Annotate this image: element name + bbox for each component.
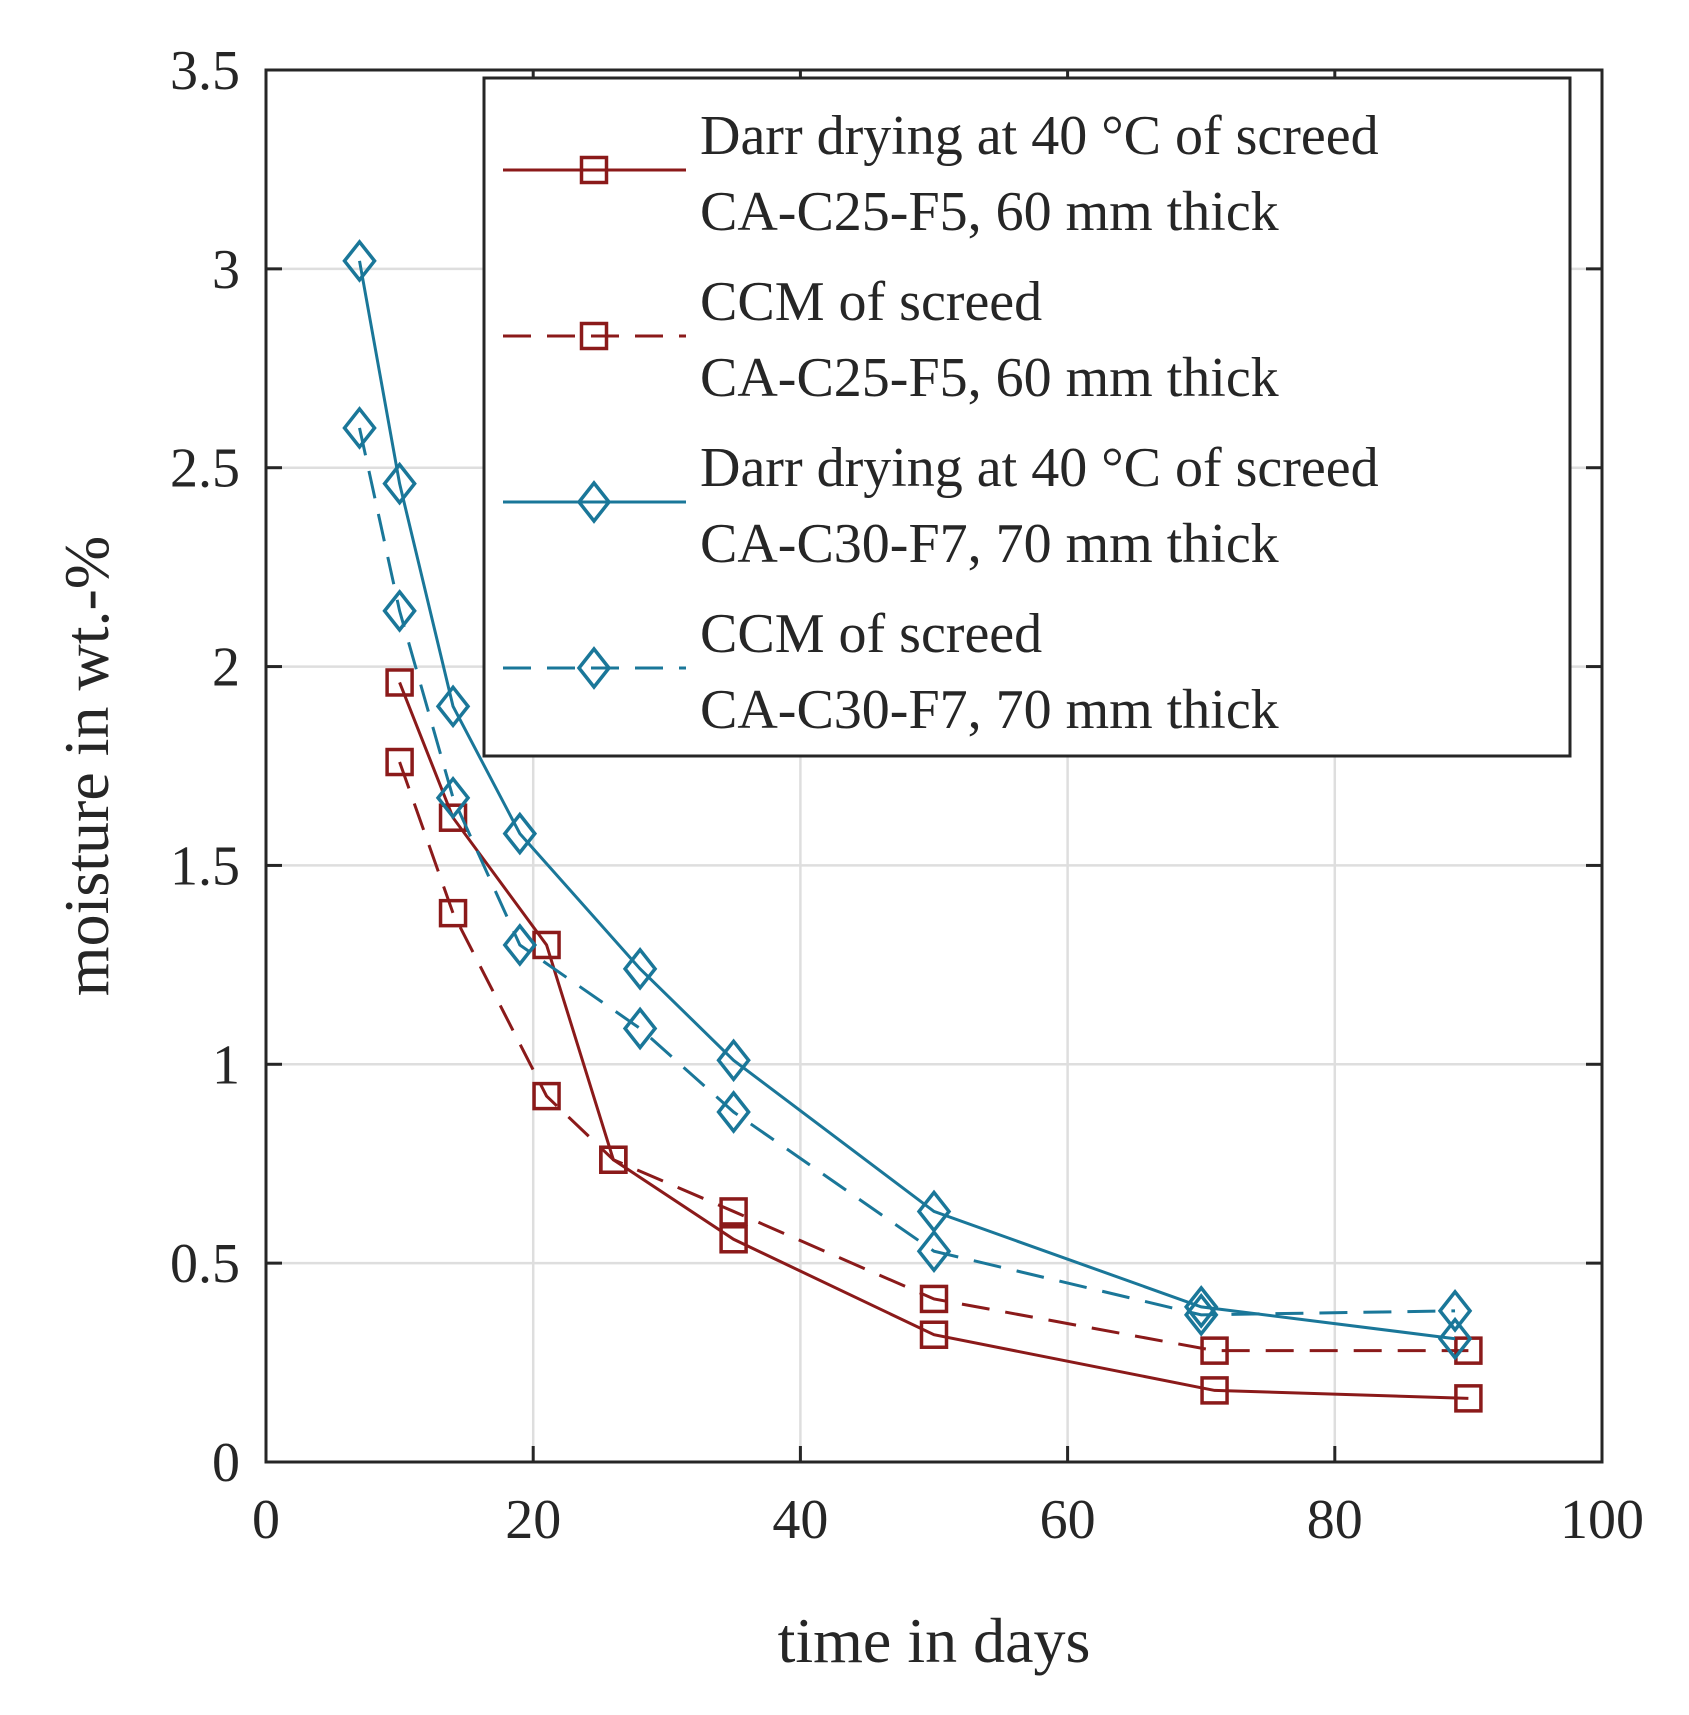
legend-label: CA-C25-F5, 60 mm thick bbox=[700, 347, 1279, 409]
data-point bbox=[502, 923, 538, 967]
x-tick-label: 0 bbox=[252, 1489, 280, 1551]
plot-series bbox=[342, 239, 1483, 1413]
legend-swatch-marker bbox=[579, 321, 609, 351]
x-tick-label: 40 bbox=[772, 1489, 828, 1551]
tick-labels: 0 20 40 60 80 100 0 0.5 1 1.5 2 2.5 3 3.5 bbox=[170, 40, 1644, 1551]
data-point bbox=[919, 1284, 949, 1314]
y-axis-title: moisture in wt.-% bbox=[51, 536, 122, 996]
x-tick-label: 20 bbox=[505, 1489, 561, 1551]
data-point bbox=[385, 747, 414, 777]
legend-label: Darr drying at 40 °C of screed bbox=[700, 437, 1379, 499]
data-point bbox=[1437, 1316, 1473, 1361]
legend-entry: CCM of screed CA-C30-F7, 70 mm thick bbox=[503, 603, 1279, 741]
series-line bbox=[358, 260, 1456, 1341]
series-line bbox=[398, 761, 1469, 1353]
plot-frame bbox=[264, 68, 1604, 1464]
legend-label: CCM of screed bbox=[700, 603, 1042, 665]
y-tick-label: 2 bbox=[212, 637, 240, 699]
data-point bbox=[916, 1229, 952, 1274]
y-tick-label: 3 bbox=[212, 239, 240, 301]
data-point bbox=[599, 1145, 628, 1174]
data-point bbox=[438, 898, 468, 928]
y-tick-label: 0 bbox=[212, 1432, 240, 1494]
legend-entry: CCM of screed CA-C25-F5, 60 mm thick bbox=[503, 271, 1279, 409]
data-point bbox=[1454, 1384, 1483, 1413]
x-tick-label: 100 bbox=[1560, 1489, 1644, 1551]
x-tick-label: 80 bbox=[1307, 1489, 1363, 1551]
data-point bbox=[1183, 1285, 1219, 1329]
data-point bbox=[716, 1038, 751, 1083]
legend: Darr drying at 40 °C of screed CA-C25-F5,… bbox=[482, 76, 1572, 758]
series-2 bbox=[385, 747, 1483, 1365]
y-tick-label: 1 bbox=[212, 1034, 240, 1096]
data-point bbox=[342, 406, 377, 450]
data-point bbox=[622, 947, 658, 991]
data-point bbox=[382, 589, 417, 633]
series-4 bbox=[342, 406, 1473, 1337]
legend-swatch-marker bbox=[579, 155, 609, 185]
x-axis-title: time in days bbox=[778, 1605, 1091, 1676]
legend-entry: Darr drying at 40 °C of screed CA-C25-F5,… bbox=[503, 105, 1379, 243]
data-point bbox=[385, 668, 414, 697]
series-line bbox=[398, 681, 1469, 1400]
data-point bbox=[1183, 1293, 1219, 1337]
data-point bbox=[532, 1081, 561, 1111]
legend-label: CCM of screed bbox=[700, 271, 1042, 333]
data-point bbox=[622, 1006, 658, 1051]
y-tick-label: 2.5 bbox=[170, 438, 240, 500]
legend-label: CA-C25-F5, 60 mm thick bbox=[700, 181, 1279, 243]
legend-label: Darr drying at 40 °C of screed bbox=[700, 105, 1379, 167]
legend-label: CA-C30-F7, 70 mm thick bbox=[700, 513, 1279, 575]
data-point bbox=[1200, 1336, 1229, 1365]
data-point bbox=[435, 684, 471, 729]
legend-box bbox=[482, 76, 1572, 758]
x-tick-label: 60 bbox=[1040, 1489, 1096, 1551]
y-tick-label: 3.5 bbox=[170, 40, 240, 102]
data-point bbox=[919, 1320, 949, 1349]
legend-entry: Darr drying at 40 °C of screed CA-C30-F7,… bbox=[503, 437, 1379, 575]
data-point bbox=[438, 803, 468, 832]
data-point bbox=[502, 811, 538, 856]
data-point bbox=[435, 775, 471, 820]
data-point bbox=[342, 239, 377, 283]
legend-swatch-marker bbox=[576, 646, 612, 690]
y-tick-label: 0.5 bbox=[170, 1233, 240, 1295]
data-point bbox=[1200, 1376, 1229, 1405]
legend-swatch-marker bbox=[576, 480, 612, 524]
series-3 bbox=[342, 239, 1473, 1361]
data-point bbox=[716, 1090, 751, 1134]
legend-label: CA-C30-F7, 70 mm thick bbox=[700, 679, 1279, 741]
data-point bbox=[719, 1197, 748, 1226]
data-point bbox=[382, 461, 417, 506]
data-point bbox=[719, 1225, 748, 1254]
data-point bbox=[1437, 1289, 1473, 1333]
series-line bbox=[358, 427, 1456, 1317]
y-tick-label: 1.5 bbox=[170, 835, 240, 897]
